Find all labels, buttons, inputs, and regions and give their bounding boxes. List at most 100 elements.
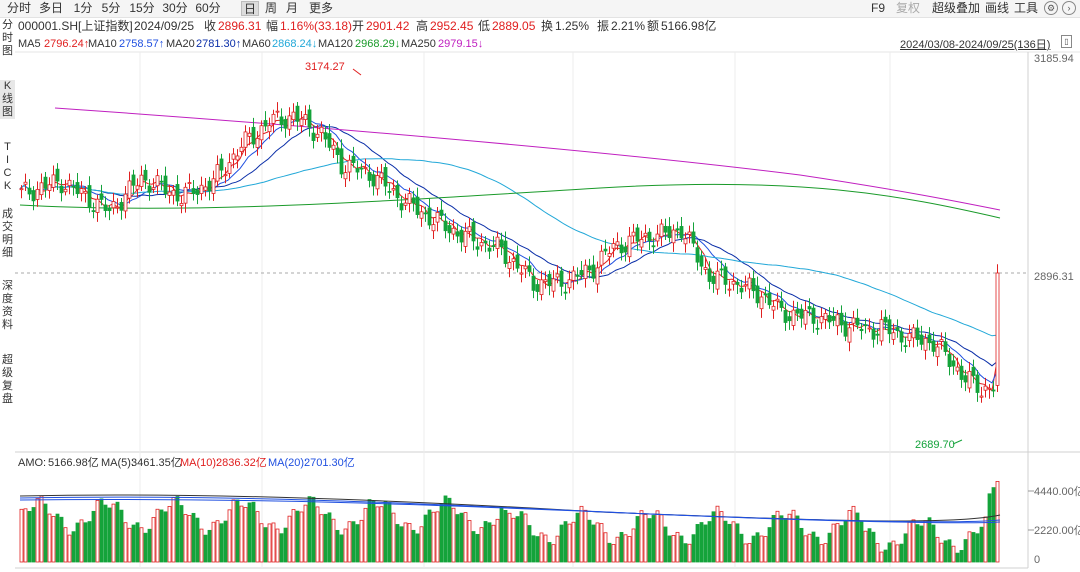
volume-legend: AMO: 5166.98亿 MA(5): 3461.35亿 MA(10): 28… [0, 455, 1080, 470]
period-tab-30min[interactable]: 30分 [162, 1, 188, 15]
volume-bar [263, 527, 268, 563]
candle-body [187, 182, 192, 184]
period-tab-multiday[interactable]: 多日 [38, 1, 63, 15]
tools-button[interactable]: 工具 [1014, 1, 1039, 15]
period-tab-60min[interactable]: 60分 [195, 1, 221, 15]
candle-body [87, 185, 92, 208]
volume-bar [147, 528, 152, 563]
candle-body [291, 111, 296, 121]
candle-body [667, 226, 672, 239]
volume-bar [715, 505, 720, 563]
volume-bar [483, 521, 488, 563]
candle-body [627, 235, 632, 258]
volume-bar [539, 532, 544, 563]
volume-bar [635, 516, 640, 563]
candle-body [867, 327, 872, 330]
volume-axis-zero: 0 [1034, 554, 1040, 566]
volume-bar [771, 514, 776, 563]
close-value: 2896.31 [218, 19, 262, 33]
candle-body [991, 389, 996, 392]
candle-body [943, 341, 948, 352]
candle-body [203, 186, 208, 191]
volume-bar [587, 519, 592, 563]
side-tab-intraday[interactable]: 分时图 [0, 19, 15, 58]
side-tab-depth[interactable]: 深度资料 [0, 280, 15, 332]
candle-body [99, 193, 104, 200]
volume-bar [71, 531, 76, 563]
candle-body [563, 291, 568, 294]
volume-bar [907, 521, 912, 563]
candle-body [639, 239, 644, 248]
candle-body [83, 190, 88, 194]
volume-bar [403, 522, 408, 563]
period-tab-month[interactable]: 月 [285, 1, 298, 15]
high-value: 2952.45 [430, 19, 474, 33]
period-tab-week[interactable]: 周 [264, 1, 277, 15]
volume-bar [223, 520, 228, 563]
volume-bar [955, 552, 960, 563]
volume-bar [731, 521, 736, 563]
candle-body [347, 159, 352, 173]
volume-bar [951, 545, 956, 563]
candle-body [39, 182, 44, 196]
candle-body [111, 201, 116, 209]
volume-bar [295, 510, 300, 563]
ma10-label: MA10 [88, 38, 117, 50]
volume-bar [755, 532, 760, 563]
candle-body [299, 118, 304, 126]
turnover-label: 换 [541, 19, 554, 33]
draw-line-button[interactable]: 画线 [985, 1, 1010, 15]
security-code: 000001.SH[上证指数] [18, 19, 133, 33]
volume-bar [451, 507, 456, 563]
volume-bar [667, 535, 672, 563]
arrow-icon[interactable]: › [1062, 1, 1076, 15]
period-tab-15min[interactable]: 15分 [129, 1, 155, 15]
candle-body [895, 327, 900, 331]
candle-body [863, 324, 868, 327]
candle-body [687, 231, 692, 235]
candle-body [435, 212, 440, 223]
period-tab-5min[interactable]: 5分 [101, 1, 121, 15]
candle-body [247, 132, 252, 137]
candle-body [967, 370, 972, 389]
gear-icon[interactable]: ⚙ [1044, 1, 1058, 15]
vol-ma5-label: MA(5): [101, 457, 134, 469]
candle-body [343, 172, 348, 180]
volume-bar [419, 526, 424, 563]
candle-body [79, 188, 84, 194]
period-tab-more[interactable]: 更多 [308, 1, 333, 15]
volume-bar [847, 510, 852, 563]
candle-body [975, 374, 980, 393]
volume-bar [387, 502, 392, 563]
super-overlay-button[interactable]: 超级叠加 [932, 1, 981, 15]
period-tab-intraday[interactable]: 分时 [6, 1, 31, 15]
period-tab-1min[interactable]: 1分 [73, 1, 93, 15]
date-range-link[interactable]: 2024/03/08-2024/09/25(136日) [900, 39, 1051, 51]
vol-ma10-label: MA(10): [180, 457, 220, 469]
volume-bar [255, 511, 260, 563]
f9-button[interactable]: F9 [871, 1, 886, 15]
candle-body [295, 105, 300, 122]
volume-bar [795, 515, 800, 563]
candle-body [467, 226, 472, 232]
volume-bar [335, 529, 340, 563]
volume-bar [67, 534, 72, 563]
candle-body [535, 284, 540, 292]
period-tab-day[interactable]: 日 [241, 1, 259, 16]
side-tab-trades[interactable]: 成交明细 [0, 208, 15, 260]
range-toggle-icon[interactable]: ▯ [1061, 35, 1072, 48]
candle-body [279, 116, 284, 125]
candle-body [555, 273, 560, 278]
fuquan-button[interactable]: 复权 [896, 1, 921, 15]
high-marker-arrow [352, 68, 362, 76]
side-tab-replay[interactable]: 超级复盘 [0, 354, 15, 406]
candle-body [387, 191, 392, 193]
volume-bar [59, 516, 64, 563]
candle-body [331, 144, 336, 150]
candle-body [95, 198, 100, 213]
volume-bar [939, 542, 944, 563]
